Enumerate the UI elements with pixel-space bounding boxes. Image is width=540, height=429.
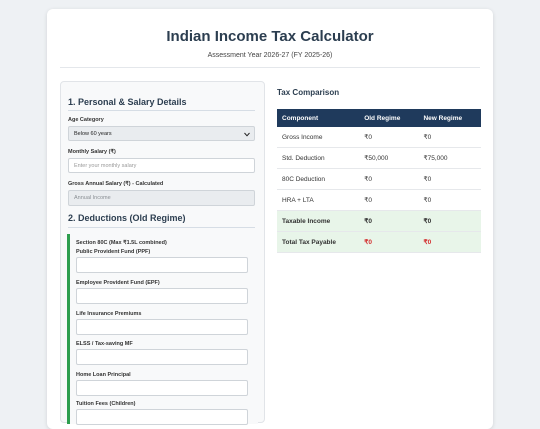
cell: ₹0 [418, 168, 481, 190]
label: Gross Annual Salary (₹) - Calculated [68, 181, 164, 187]
row: Std. Deduction ₹50,000 ₹75,000 [277, 147, 481, 169]
row: Taxable Income ₹0 ₹0 [277, 210, 481, 232]
chevron [244, 132, 250, 137]
column-header: Component [277, 109, 360, 127]
cell: ₹75,000 [418, 147, 481, 169]
cell: ₹0 [418, 210, 481, 232]
input[interactable] [76, 319, 248, 335]
cell: ₹50,000 [359, 147, 419, 169]
column-header: New Regime [418, 109, 481, 127]
row: Gross Income ₹0 ₹0 [277, 127, 481, 148]
cell: ₹0 [359, 231, 419, 253]
label: ELSS / Tax-saving MF [76, 341, 133, 347]
row: 80C Deduction ₹0 ₹0 [277, 168, 481, 190]
cell: ₹0 [359, 127, 419, 148]
comparison-table: Component Old Regime New Regime Gross Incom… [277, 109, 481, 253]
input[interactable] [76, 288, 248, 304]
label: Age Category [68, 117, 104, 123]
title: Indian Income Tax Calculator [166, 28, 374, 45]
age-select[interactable]: Below 60 years [68, 126, 255, 141]
cell: ₹0 [359, 168, 419, 190]
row: HRA + LTA ₹0 ₹0 [277, 189, 481, 211]
column-header: Old Regime [359, 109, 419, 127]
rule [68, 110, 255, 111]
cell: ₹0 [359, 210, 419, 232]
label: Monthly Salary (₹) [68, 149, 116, 155]
cell: Std. Deduction [277, 147, 360, 169]
input[interactable] [76, 409, 248, 425]
cell: HRA + LTA [277, 189, 360, 211]
section-title: 2. Deductions (Old Regime) [68, 213, 186, 223]
cell: Total Tax Payable [277, 231, 360, 253]
cell: ₹0 [359, 189, 419, 211]
monthly-input[interactable]: Enter your monthly salary [68, 158, 255, 173]
divider [60, 67, 480, 68]
label: Public Provident Fund (PPF) [76, 249, 151, 255]
input[interactable] [76, 257, 248, 273]
select-value: Below 60 years [74, 131, 112, 137]
comparison-title: Tax Comparison [277, 88, 340, 97]
rule [68, 227, 255, 228]
input[interactable] [76, 380, 248, 396]
gross-input: Annual Income [68, 190, 255, 206]
cell: Taxable Income [277, 210, 360, 232]
label: Employee Provident Fund (EPF) [76, 280, 160, 286]
section-title: 1. Personal & Salary Details [68, 97, 187, 107]
input[interactable] [76, 349, 248, 365]
cell: 80C Deduction [277, 168, 360, 190]
label: Life Insurance Premiums [76, 311, 142, 317]
page: {"header":{"title":"Indian Income Tax Ca… [47, 9, 493, 429]
group-title: Section 80C (Max ₹1.5L combined) [76, 240, 167, 246]
subtitle: Assessment Year 2026-27 (FY 2025-26) [207, 52, 333, 59]
cell: Gross Income [277, 127, 360, 148]
label: Home Loan Principal [76, 372, 131, 378]
cell: ₹0 [418, 189, 481, 211]
row: Total Tax Payable ₹0 ₹0 [277, 231, 481, 253]
label: Tuition Fees (Children) [76, 401, 136, 407]
cell: ₹0 [418, 231, 481, 253]
cell: ₹0 [418, 127, 481, 148]
